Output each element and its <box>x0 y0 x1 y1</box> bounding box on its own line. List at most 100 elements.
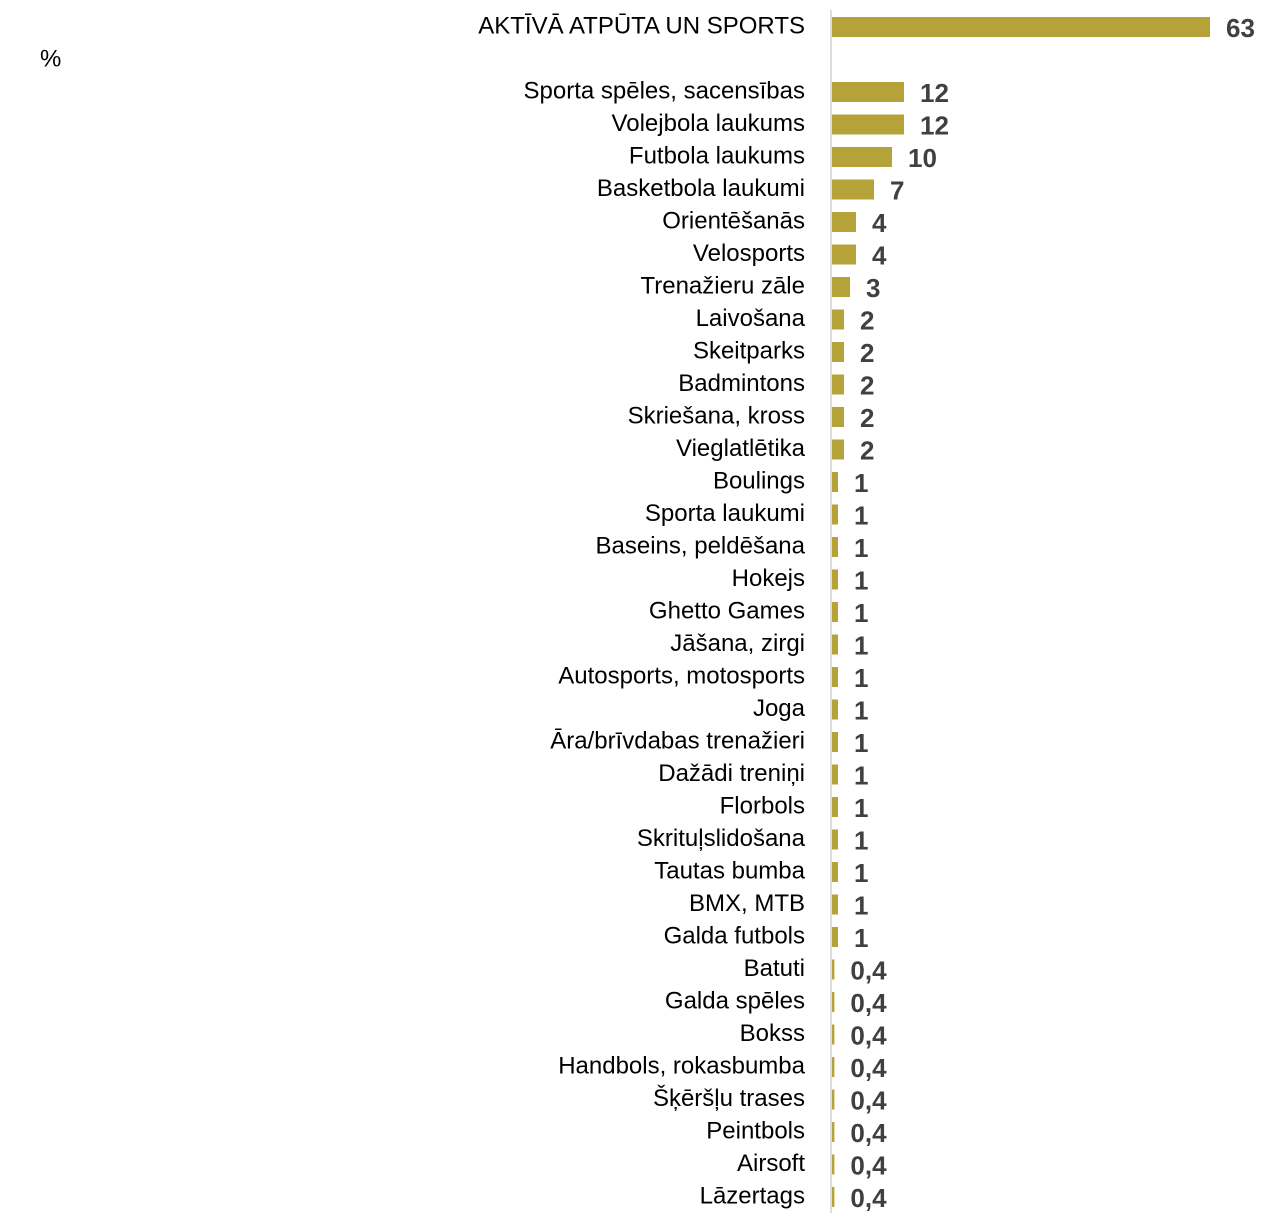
value-label: 2 <box>860 338 874 368</box>
category-label: Batuti <box>744 955 805 982</box>
bar <box>832 634 838 655</box>
bar <box>832 894 838 915</box>
value-label: 1 <box>854 890 868 920</box>
value-label: 2 <box>860 305 874 335</box>
bar <box>832 959 835 980</box>
value-label: 0,4 <box>850 1183 887 1213</box>
category-label: Florbols <box>720 792 805 819</box>
category-label: Skriešana, kross <box>628 402 805 429</box>
bar <box>832 374 844 395</box>
value-label: 0,4 <box>850 988 887 1018</box>
category-label: Ghetto Games <box>649 597 805 624</box>
value-label: 12 <box>920 78 949 108</box>
value-label: 1 <box>854 468 868 498</box>
value-label: 1 <box>854 630 868 660</box>
value-label: 0,4 <box>850 1150 887 1180</box>
bar <box>832 797 838 817</box>
category-label: Airsoft <box>737 1150 805 1177</box>
bar <box>832 82 904 102</box>
bar <box>832 179 874 200</box>
bar <box>832 147 892 167</box>
value-label: 2 <box>860 435 874 465</box>
category-label: Galda spēles <box>665 987 805 1014</box>
category-label: Velosports <box>693 240 805 267</box>
category-label: Tautas bumba <box>654 857 805 884</box>
bar <box>832 277 850 297</box>
category-label: Skrituļslidošana <box>637 825 806 852</box>
bar <box>832 862 838 882</box>
bar <box>832 1057 835 1077</box>
bar <box>832 309 844 330</box>
bar <box>832 342 844 362</box>
bar <box>832 1024 835 1045</box>
value-label: 10 <box>908 143 937 173</box>
bar <box>832 732 838 752</box>
category-label: Lāzertags <box>700 1182 805 1209</box>
value-label: 1 <box>854 825 868 855</box>
value-label: 2 <box>860 370 874 400</box>
value-label: 1 <box>854 793 868 823</box>
value-label: 3 <box>866 273 880 303</box>
category-label: Hokejs <box>732 565 805 592</box>
category-label: Futbola laukums <box>629 142 805 169</box>
value-label: 4 <box>872 208 887 238</box>
category-label: Orientēšanās <box>662 207 805 234</box>
category-label: AKTĪVĀ ATPŪTA UN SPORTS <box>478 12 805 39</box>
category-label: Vieglatlētika <box>676 435 806 462</box>
bar <box>832 829 838 850</box>
value-label: 0,4 <box>850 1053 887 1083</box>
value-label: 0,4 <box>850 1020 887 1050</box>
bar <box>832 927 838 947</box>
bar <box>832 244 856 265</box>
bar <box>832 569 838 590</box>
value-label: 12 <box>920 110 949 140</box>
value-label: 1 <box>854 565 868 595</box>
category-label: Autosports, motosports <box>558 662 805 689</box>
bar <box>832 699 838 720</box>
category-label: Boulings <box>713 467 805 494</box>
category-label: Bokss <box>740 1020 805 1047</box>
value-label: 63 <box>1226 13 1255 43</box>
value-label: 0,4 <box>850 955 887 985</box>
category-label: Basketbola laukumi <box>597 175 805 202</box>
bar <box>832 667 838 687</box>
category-label: Dažādi treniņi <box>658 760 805 787</box>
category-label: Sporta laukumi <box>645 500 805 527</box>
category-label: Šķēršļu trases <box>653 1084 805 1112</box>
bar <box>832 1154 835 1175</box>
value-label: 1 <box>854 695 868 725</box>
value-label: 1 <box>854 598 868 628</box>
category-label: Sporta spēles, sacensības <box>524 77 806 104</box>
category-label: Volejbola laukums <box>612 110 805 137</box>
value-label: 0,4 <box>850 1085 887 1115</box>
category-label: Skeitparks <box>693 337 805 364</box>
bar <box>832 504 838 525</box>
category-label: Badmintons <box>678 370 805 397</box>
category-label: Galda futbols <box>664 922 805 949</box>
category-label: BMX, MTB <box>689 890 805 917</box>
bar <box>832 764 838 785</box>
category-label: Handbols, rokasbumba <box>558 1052 805 1079</box>
bar <box>832 17 1210 37</box>
category-label: Joga <box>753 695 806 722</box>
value-label: 1 <box>854 760 868 790</box>
category-label: Āra/brīvdabas trenažieri <box>550 727 805 754</box>
value-label: 1 <box>854 663 868 693</box>
category-label: Jāšana, zirgi <box>670 630 805 657</box>
value-label: 7 <box>890 175 904 205</box>
category-label: Laivošana <box>696 305 806 332</box>
bar <box>832 1122 835 1142</box>
category-label: Peintbols <box>706 1117 805 1144</box>
bar <box>832 439 844 460</box>
value-label: 1 <box>854 923 868 953</box>
value-label: 1 <box>854 858 868 888</box>
bar <box>832 472 838 492</box>
unit-label: % <box>40 45 61 72</box>
bar <box>832 212 856 232</box>
category-label: Trenažieru zāle <box>640 272 805 299</box>
value-label: 2 <box>860 403 874 433</box>
bar <box>832 537 838 557</box>
value-label: 1 <box>854 533 868 563</box>
bar <box>832 992 835 1012</box>
